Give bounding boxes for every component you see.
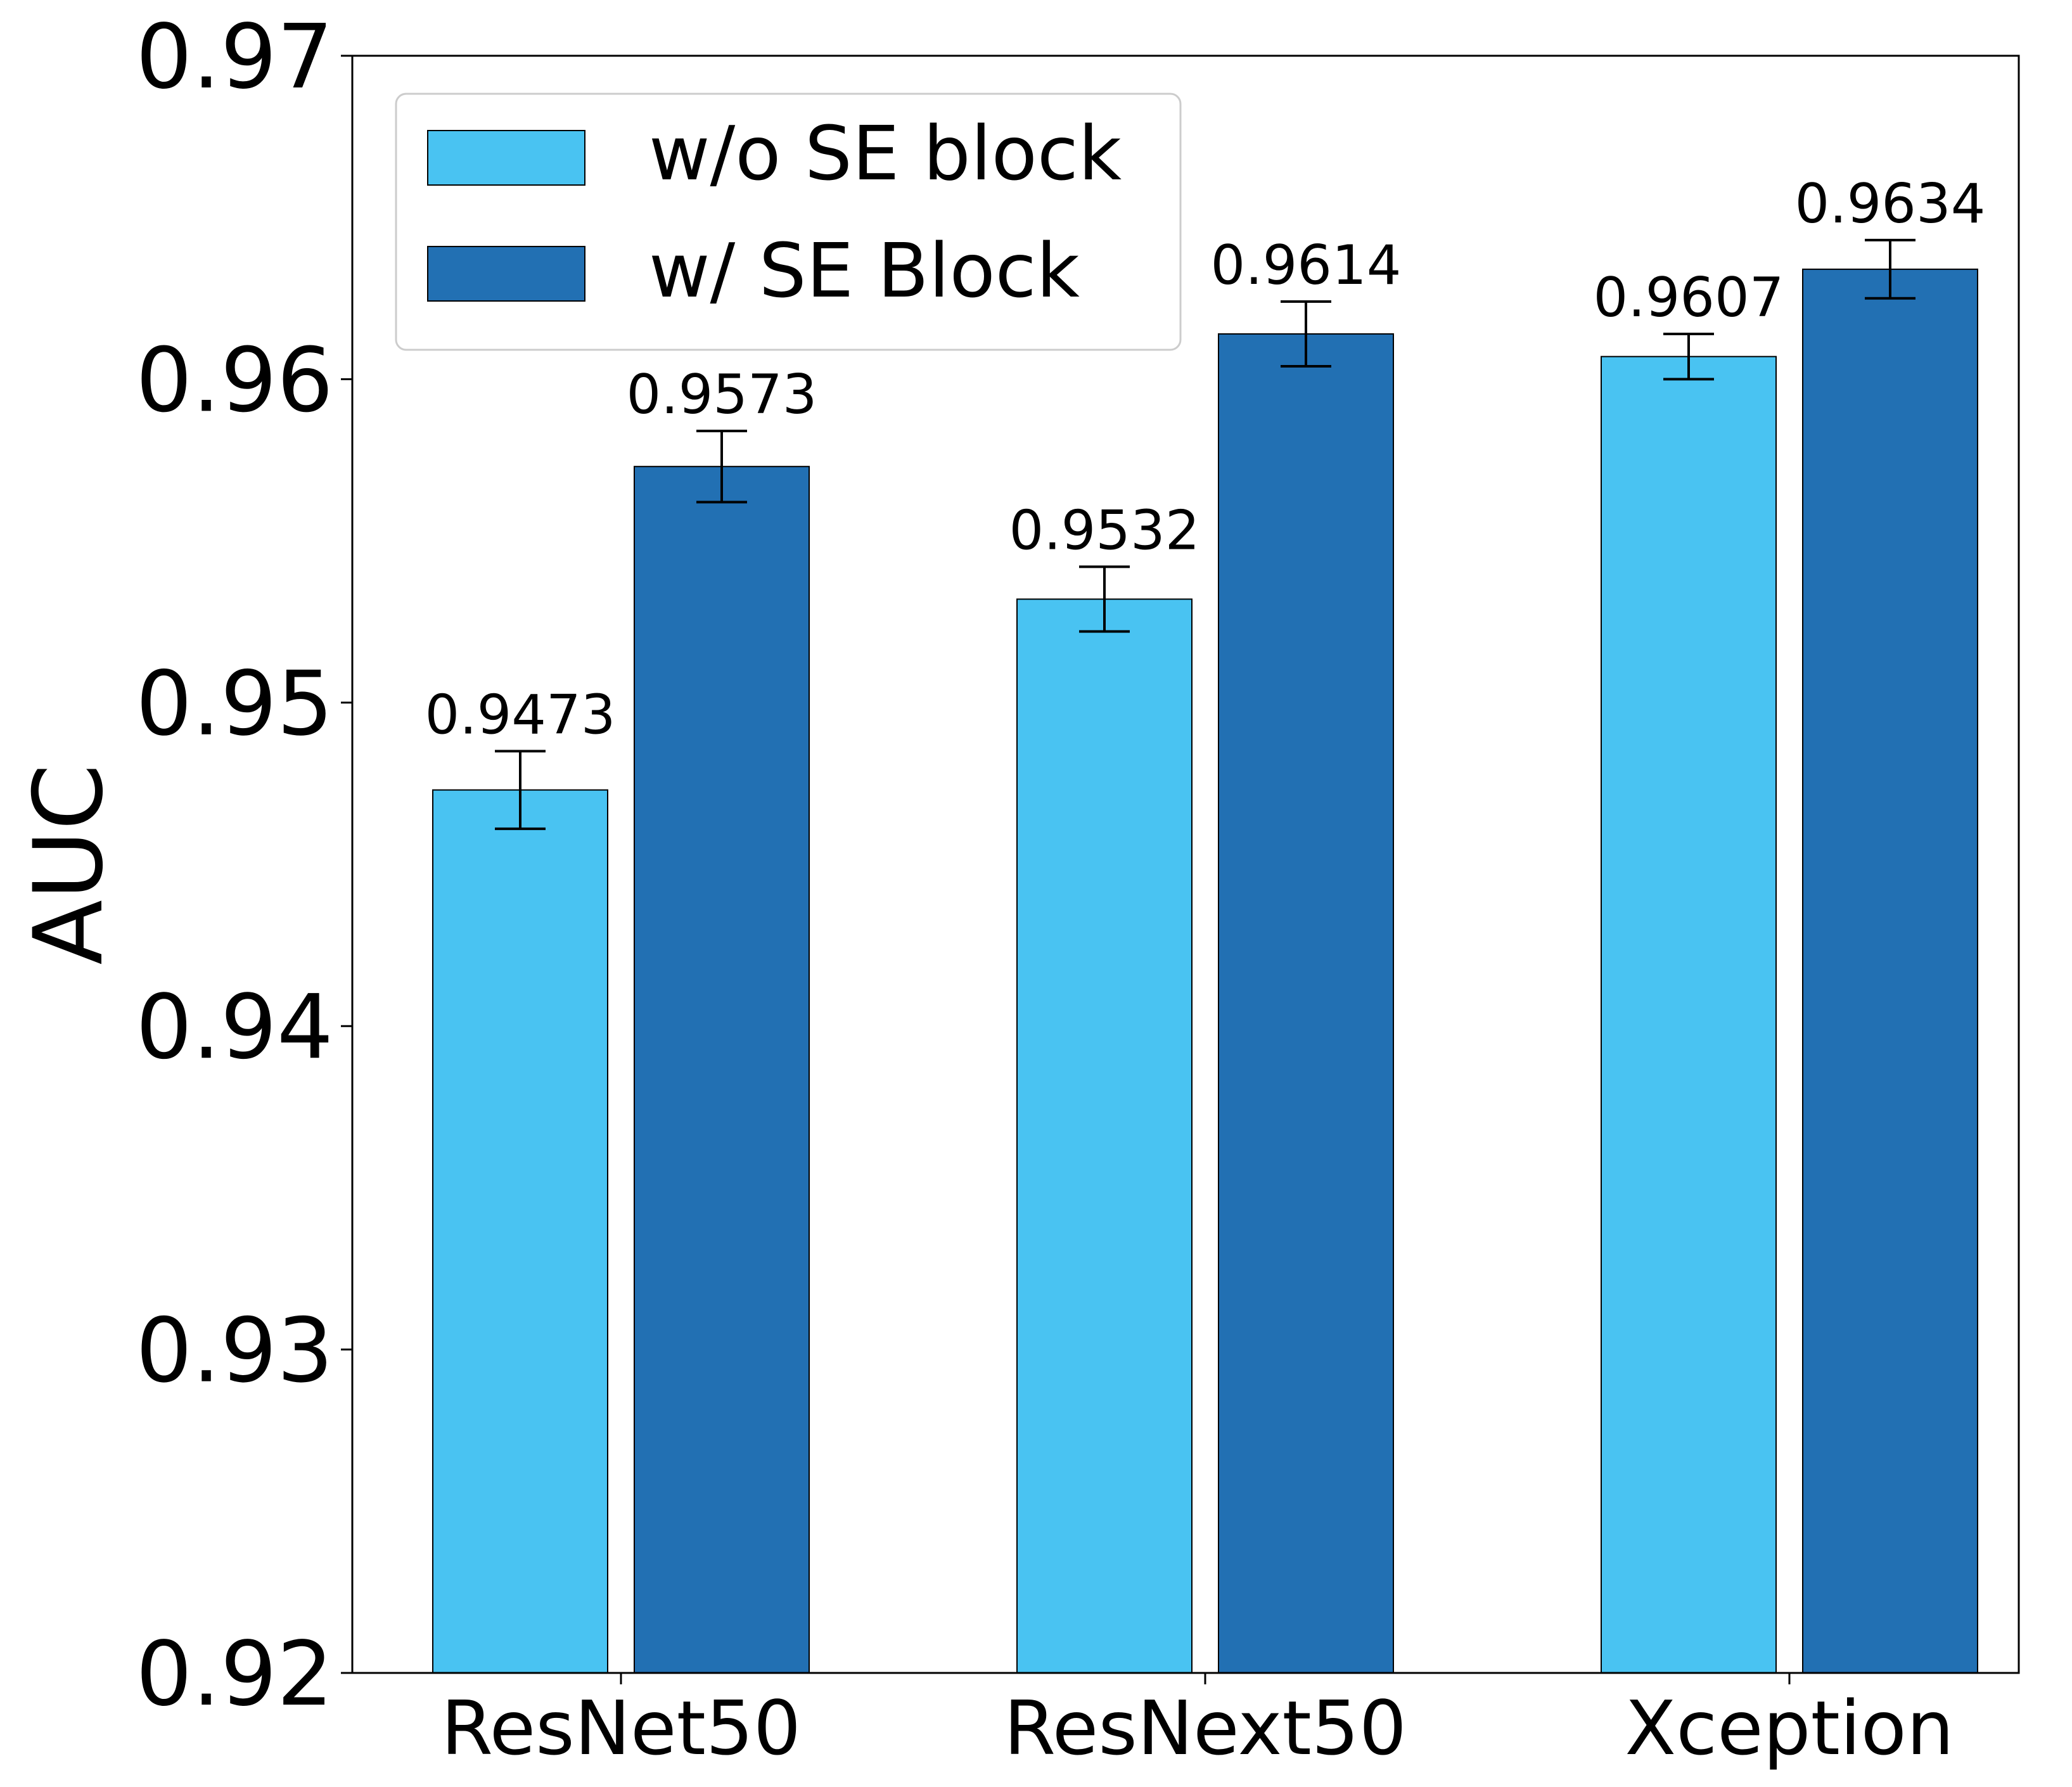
legend-label-without-se: w/o SE block xyxy=(649,110,1122,197)
value-label-resnet50-with-se: 0.9573 xyxy=(627,363,817,426)
y-tick-label: 0.92 xyxy=(136,1623,333,1726)
error-bar-resnet50-with-se xyxy=(696,430,747,504)
y-tick-label: 0.94 xyxy=(136,976,333,1079)
value-label-xception-with-se: 0.9634 xyxy=(1795,172,1986,236)
legend-swatch-without-se xyxy=(427,130,585,186)
value-label-resnext50-without-se: 0.9532 xyxy=(1009,499,1200,562)
bar-xception-with-se xyxy=(1802,268,1978,1674)
value-labels-group: 0.9473 0.9532 0.9607 0.9573 0.9614 0.9634 xyxy=(425,172,1986,746)
legend-label-with-se: w/ SE Block xyxy=(649,227,1080,314)
x-tick-label-resnet50: ResNet50 xyxy=(441,1684,801,1772)
bars-group xyxy=(432,268,1978,1674)
bar-resnext50-with-se xyxy=(1218,333,1394,1674)
error-bar-xception-without-se xyxy=(1663,332,1714,381)
error-bar-resnext50-with-se xyxy=(1281,300,1331,368)
y-axis-ticks: 0.92 0.93 0.94 0.95 0.96 0.97 xyxy=(136,6,352,1726)
value-label-resnext50-with-se: 0.9614 xyxy=(1211,234,1402,297)
bar-resnext50-without-se xyxy=(1016,598,1193,1674)
value-label-xception-without-se: 0.9607 xyxy=(1594,266,1784,330)
y-tick-label: 0.95 xyxy=(136,653,333,756)
bar-xception-without-se xyxy=(1601,355,1777,1674)
bar-resnet50-with-se xyxy=(634,466,810,1674)
y-tick-label: 0.97 xyxy=(136,6,333,109)
value-label-resnet50-without-se: 0.9473 xyxy=(425,683,616,746)
error-bars-group xyxy=(495,238,1915,830)
y-tick-label: 0.96 xyxy=(136,329,333,432)
x-tick-label-xception: Xception xyxy=(1625,1684,1954,1772)
error-bar-resnext50-without-se xyxy=(1079,565,1130,633)
x-axis-ticks: ResNet50 ResNext50 Xception xyxy=(441,1673,1954,1772)
legend: w/o SE block w/ SE Block xyxy=(395,93,1182,351)
error-bar-resnet50-without-se xyxy=(495,750,546,830)
error-bar-xception-with-se xyxy=(1865,238,1915,300)
plot-frame xyxy=(351,54,2020,1674)
legend-frame xyxy=(395,93,1182,351)
y-axis-label: AUC xyxy=(14,764,124,964)
x-tick-label-resnext50: ResNext50 xyxy=(1004,1684,1407,1772)
bar-resnet50-without-se xyxy=(432,789,608,1674)
y-tick-label: 0.93 xyxy=(136,1300,333,1403)
legend-swatch-with-se xyxy=(427,246,585,302)
